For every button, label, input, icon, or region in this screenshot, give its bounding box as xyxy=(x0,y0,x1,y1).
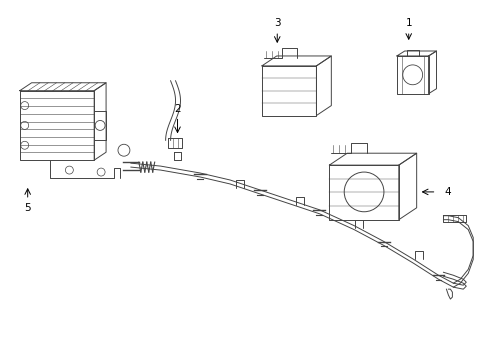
Text: 5: 5 xyxy=(24,203,31,213)
Text: 2: 2 xyxy=(174,104,181,113)
Text: 1: 1 xyxy=(405,18,412,28)
Text: 4: 4 xyxy=(444,187,451,197)
Text: 3: 3 xyxy=(274,18,281,28)
